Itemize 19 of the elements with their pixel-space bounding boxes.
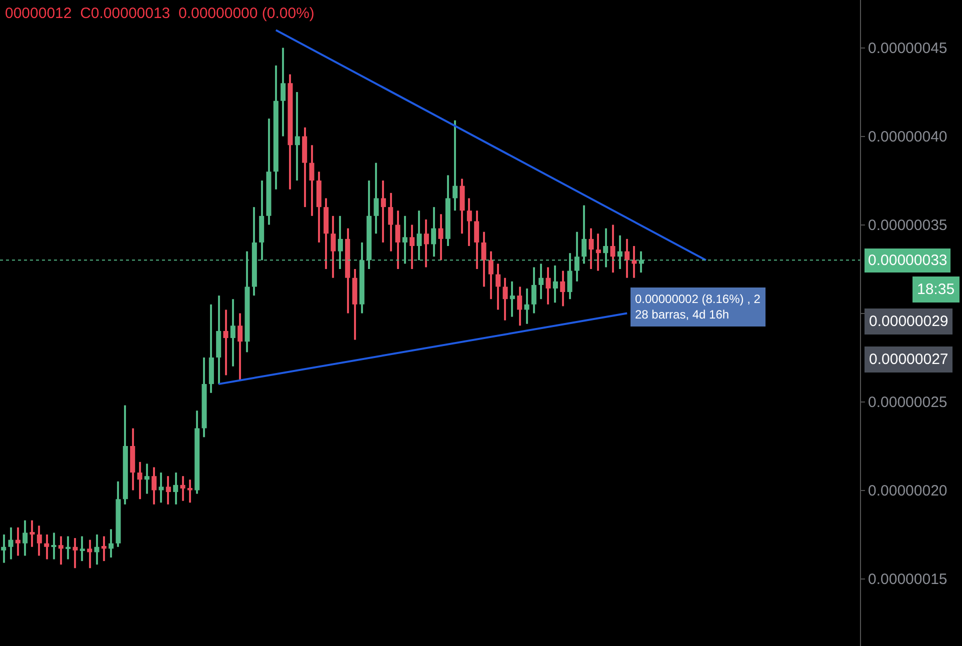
y-tick-label: 0.00000025	[868, 394, 948, 412]
ref-line-label: 0.00000033	[868, 252, 948, 269]
candlestick	[51, 532, 56, 560]
annotation: 0.00000002 (8.16%) , 2 28 barras, 4d 16h	[635, 292, 761, 322]
candlestick	[30, 520, 35, 547]
text: 0.00000029	[869, 313, 948, 330]
candlestick	[144, 464, 150, 494]
y-tick-label: 0.00000040	[868, 128, 948, 146]
text: 18:35	[917, 281, 955, 298]
candlestick	[66, 536, 71, 560]
y-tick-label: 0.00000015	[868, 571, 948, 588]
text: 0.00000027	[869, 351, 948, 368]
candlestick	[294, 92, 300, 181]
y-tick-label: 0.00000020	[868, 482, 948, 500]
candlestick	[510, 281, 515, 317]
y-tick-label: 0.00000035	[868, 217, 948, 234]
annotation: 00000012 C0.00000013 0.00000000 (0.00%)	[5, 5, 314, 22]
y-tick-label: 0.00000045	[868, 40, 948, 58]
candlestick	[596, 234, 601, 271]
